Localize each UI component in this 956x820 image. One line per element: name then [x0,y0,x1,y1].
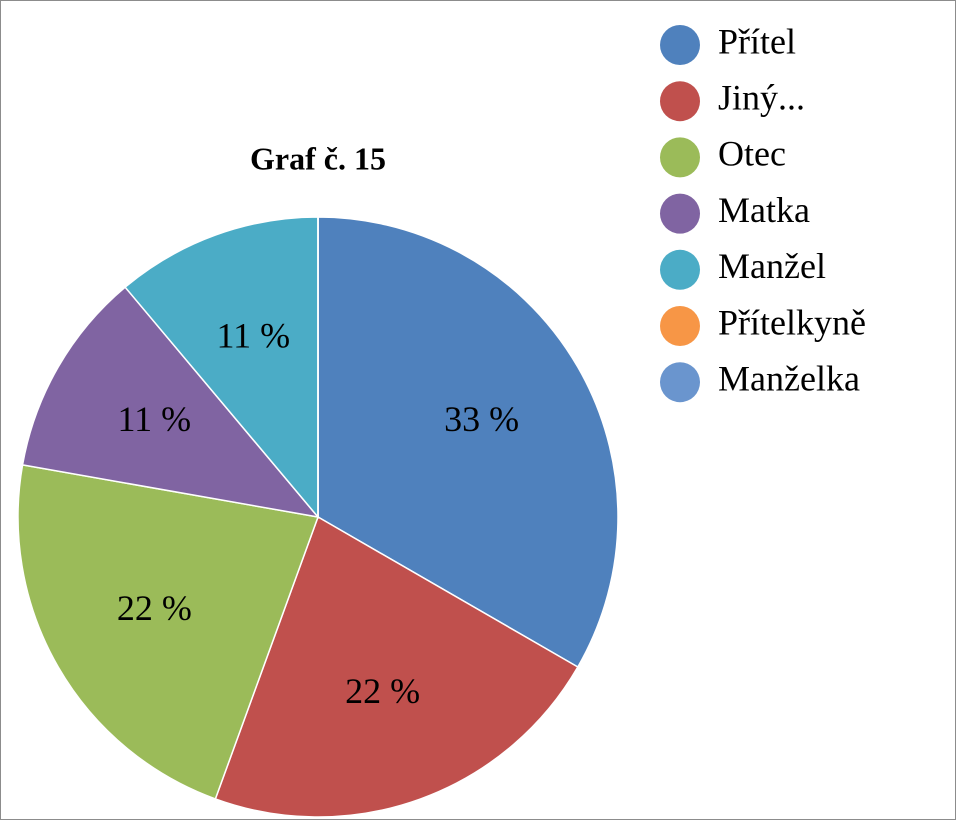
legend-label: Matka [718,190,810,230]
legend-marker [660,362,700,403]
legend-marker [660,193,700,234]
pie-slice [124,216,319,520]
pie-slice [17,464,320,800]
legend-label: Otec [718,134,786,174]
legend-label: Manžel [718,246,826,286]
legend-label: Manželka [718,358,860,398]
pie-slice [317,216,619,669]
legend-marker [660,249,700,290]
chart-title: Graf č. 15 [250,140,386,176]
data-label: 11 % [117,399,191,439]
data-label: 33 % [444,399,519,439]
data-label: 11 % [217,316,291,356]
legend-label: Jiný... [718,77,805,117]
legend-marker [660,137,700,178]
pie-slice [214,515,579,818]
legend-label: Přítelkyně [718,302,866,342]
legend-label: Přítel [718,21,796,61]
legend-marker [660,306,700,346]
data-label: 22 % [117,588,192,628]
pie-slice [21,286,320,519]
legend-marker [660,81,700,122]
data-label: 22 % [345,671,420,711]
legend-marker [660,25,700,65]
